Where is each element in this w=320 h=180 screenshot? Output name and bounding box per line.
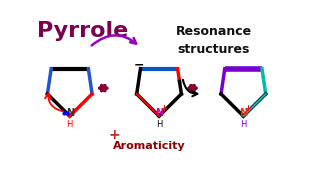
Text: N: N [66, 108, 74, 118]
Text: H: H [67, 120, 73, 129]
Text: H: H [156, 120, 162, 129]
Text: Aromaticity: Aromaticity [113, 141, 185, 151]
Text: +: + [108, 128, 120, 142]
Text: structures: structures [177, 43, 250, 56]
Text: Resonance: Resonance [176, 25, 252, 38]
Text: +: + [160, 104, 167, 113]
Text: N: N [239, 108, 247, 118]
Text: +: + [244, 104, 251, 113]
Text: Pyrrole: Pyrrole [36, 21, 128, 41]
Text: H: H [240, 120, 246, 129]
Text: N: N [155, 108, 163, 118]
Text: −: − [134, 59, 144, 72]
